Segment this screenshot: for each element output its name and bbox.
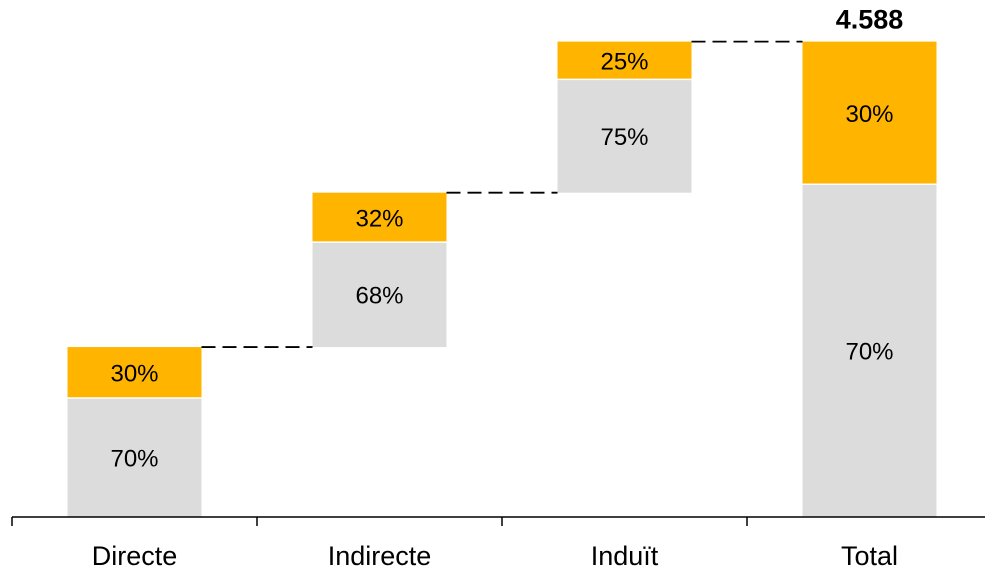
data-label-upper-1: 32% [355,205,403,232]
labels-layer: 70% 30% Directe 68% 32% Indirecte 75% 25% Induït… [92,48,898,570]
bar-upper-1 [312,192,447,243]
bar-lower-1 [312,242,447,348]
category-label-0: Directe [92,541,178,570]
data-label-lower-3: 70% [845,339,893,366]
bar-upper-3 [802,41,937,185]
category-label-1: Indirecte [328,541,432,570]
bar-upper-2 [557,41,692,80]
data-label-upper-3: 30% [845,101,893,128]
bar-upper-0 [67,347,202,399]
data-label-lower-2: 75% [600,124,648,151]
x-axis [11,516,985,526]
category-label-3: Total [841,541,898,570]
data-label-upper-0: 30% [110,361,158,388]
total-value-label: 4.588 [836,5,904,35]
bar-lower-2 [557,79,692,193]
bar-lower-0 [67,398,202,517]
connectors-layer [201,40,803,348]
bar-lower-3 [802,184,937,517]
bars-layer [67,41,937,517]
data-label-lower-0: 70% [110,446,158,473]
category-label-2: Induït [591,541,659,570]
data-label-upper-2: 25% [600,48,648,75]
data-label-lower-1: 68% [355,283,403,310]
